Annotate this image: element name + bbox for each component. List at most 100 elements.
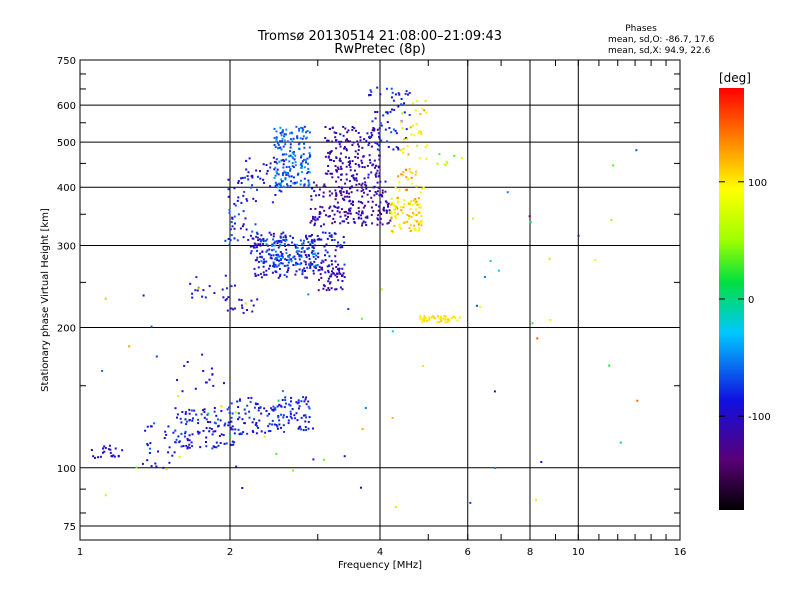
data-point (410, 133, 413, 136)
data-point (342, 272, 345, 275)
data-point (392, 203, 395, 206)
data-point (262, 240, 265, 242)
data-point (203, 411, 206, 413)
data-point (330, 287, 333, 290)
data-point (304, 261, 307, 263)
data-point (172, 431, 175, 434)
data-point (305, 131, 307, 134)
data-point (128, 345, 131, 348)
data-point (285, 252, 288, 255)
data-point (252, 197, 255, 200)
data-point (256, 403, 259, 405)
data-point (372, 210, 375, 213)
data-point (436, 321, 439, 324)
data-point (219, 442, 222, 444)
data-point (303, 183, 306, 186)
data-point (298, 426, 301, 429)
data-point (254, 402, 257, 405)
data-point (364, 407, 367, 409)
data-point (254, 243, 257, 246)
data-point (286, 271, 289, 273)
data-point (179, 417, 182, 420)
data-point (225, 442, 228, 445)
data-point (271, 249, 274, 252)
data-point (230, 416, 233, 419)
data-point (238, 433, 241, 436)
data-point (251, 310, 254, 313)
data-point (174, 441, 176, 444)
data-point (445, 160, 448, 163)
data-point (283, 160, 286, 163)
data-point (300, 262, 303, 265)
data-point (414, 228, 416, 230)
data-point (279, 126, 282, 129)
data-point (307, 170, 310, 173)
data-point (577, 234, 580, 237)
data-point (289, 169, 292, 172)
data-point (489, 260, 492, 262)
data-point (404, 168, 407, 171)
data-point (326, 265, 329, 268)
data-point (308, 171, 311, 174)
data-point (385, 211, 388, 214)
data-point (277, 246, 280, 249)
data-point (423, 109, 426, 112)
data-point (284, 234, 287, 237)
data-point (312, 255, 315, 258)
data-point (281, 131, 284, 134)
data-point (228, 411, 231, 414)
data-point (379, 93, 382, 96)
data-point (210, 367, 213, 370)
data-point (398, 189, 401, 192)
data-point (103, 450, 106, 453)
data-point (354, 169, 356, 172)
data-point (339, 244, 342, 247)
data-point (420, 224, 423, 227)
data-point (390, 87, 393, 90)
data-point (413, 213, 415, 216)
data-point (146, 443, 149, 445)
data-point (274, 194, 277, 196)
data-point (340, 167, 343, 170)
data-point (149, 447, 151, 450)
data-point (335, 132, 338, 134)
data-point (304, 420, 307, 423)
data-point (345, 165, 348, 168)
data-point (265, 269, 268, 272)
data-point (277, 186, 279, 189)
data-point (418, 226, 421, 229)
data-point (257, 239, 260, 242)
data-point (375, 192, 378, 195)
data-point (360, 317, 363, 320)
x-tick-label: 1 (77, 547, 83, 558)
data-point (277, 182, 280, 185)
data-point (376, 169, 379, 172)
data-point (412, 199, 415, 202)
data-point (256, 175, 259, 178)
data-point (256, 188, 258, 191)
data-point (117, 455, 120, 458)
data-point (252, 245, 255, 248)
data-point (370, 213, 373, 216)
data-point (246, 404, 249, 407)
data-point (432, 315, 435, 318)
data-point (299, 179, 302, 182)
data-point (233, 432, 236, 435)
data-point (270, 254, 273, 257)
data-point (283, 139, 286, 142)
data-point (307, 162, 309, 165)
data-point (279, 273, 282, 276)
data-point (260, 234, 263, 237)
data-point (295, 401, 298, 404)
data-point (390, 210, 393, 213)
data-point (300, 126, 303, 129)
data-point (191, 419, 194, 422)
x-tick-label: 10 (572, 547, 585, 558)
data-point (226, 287, 228, 290)
data-point (215, 414, 218, 417)
data-point (414, 173, 417, 176)
data-point (376, 86, 379, 89)
data-point (293, 181, 296, 184)
data-point (233, 227, 236, 230)
data-point (419, 113, 422, 116)
